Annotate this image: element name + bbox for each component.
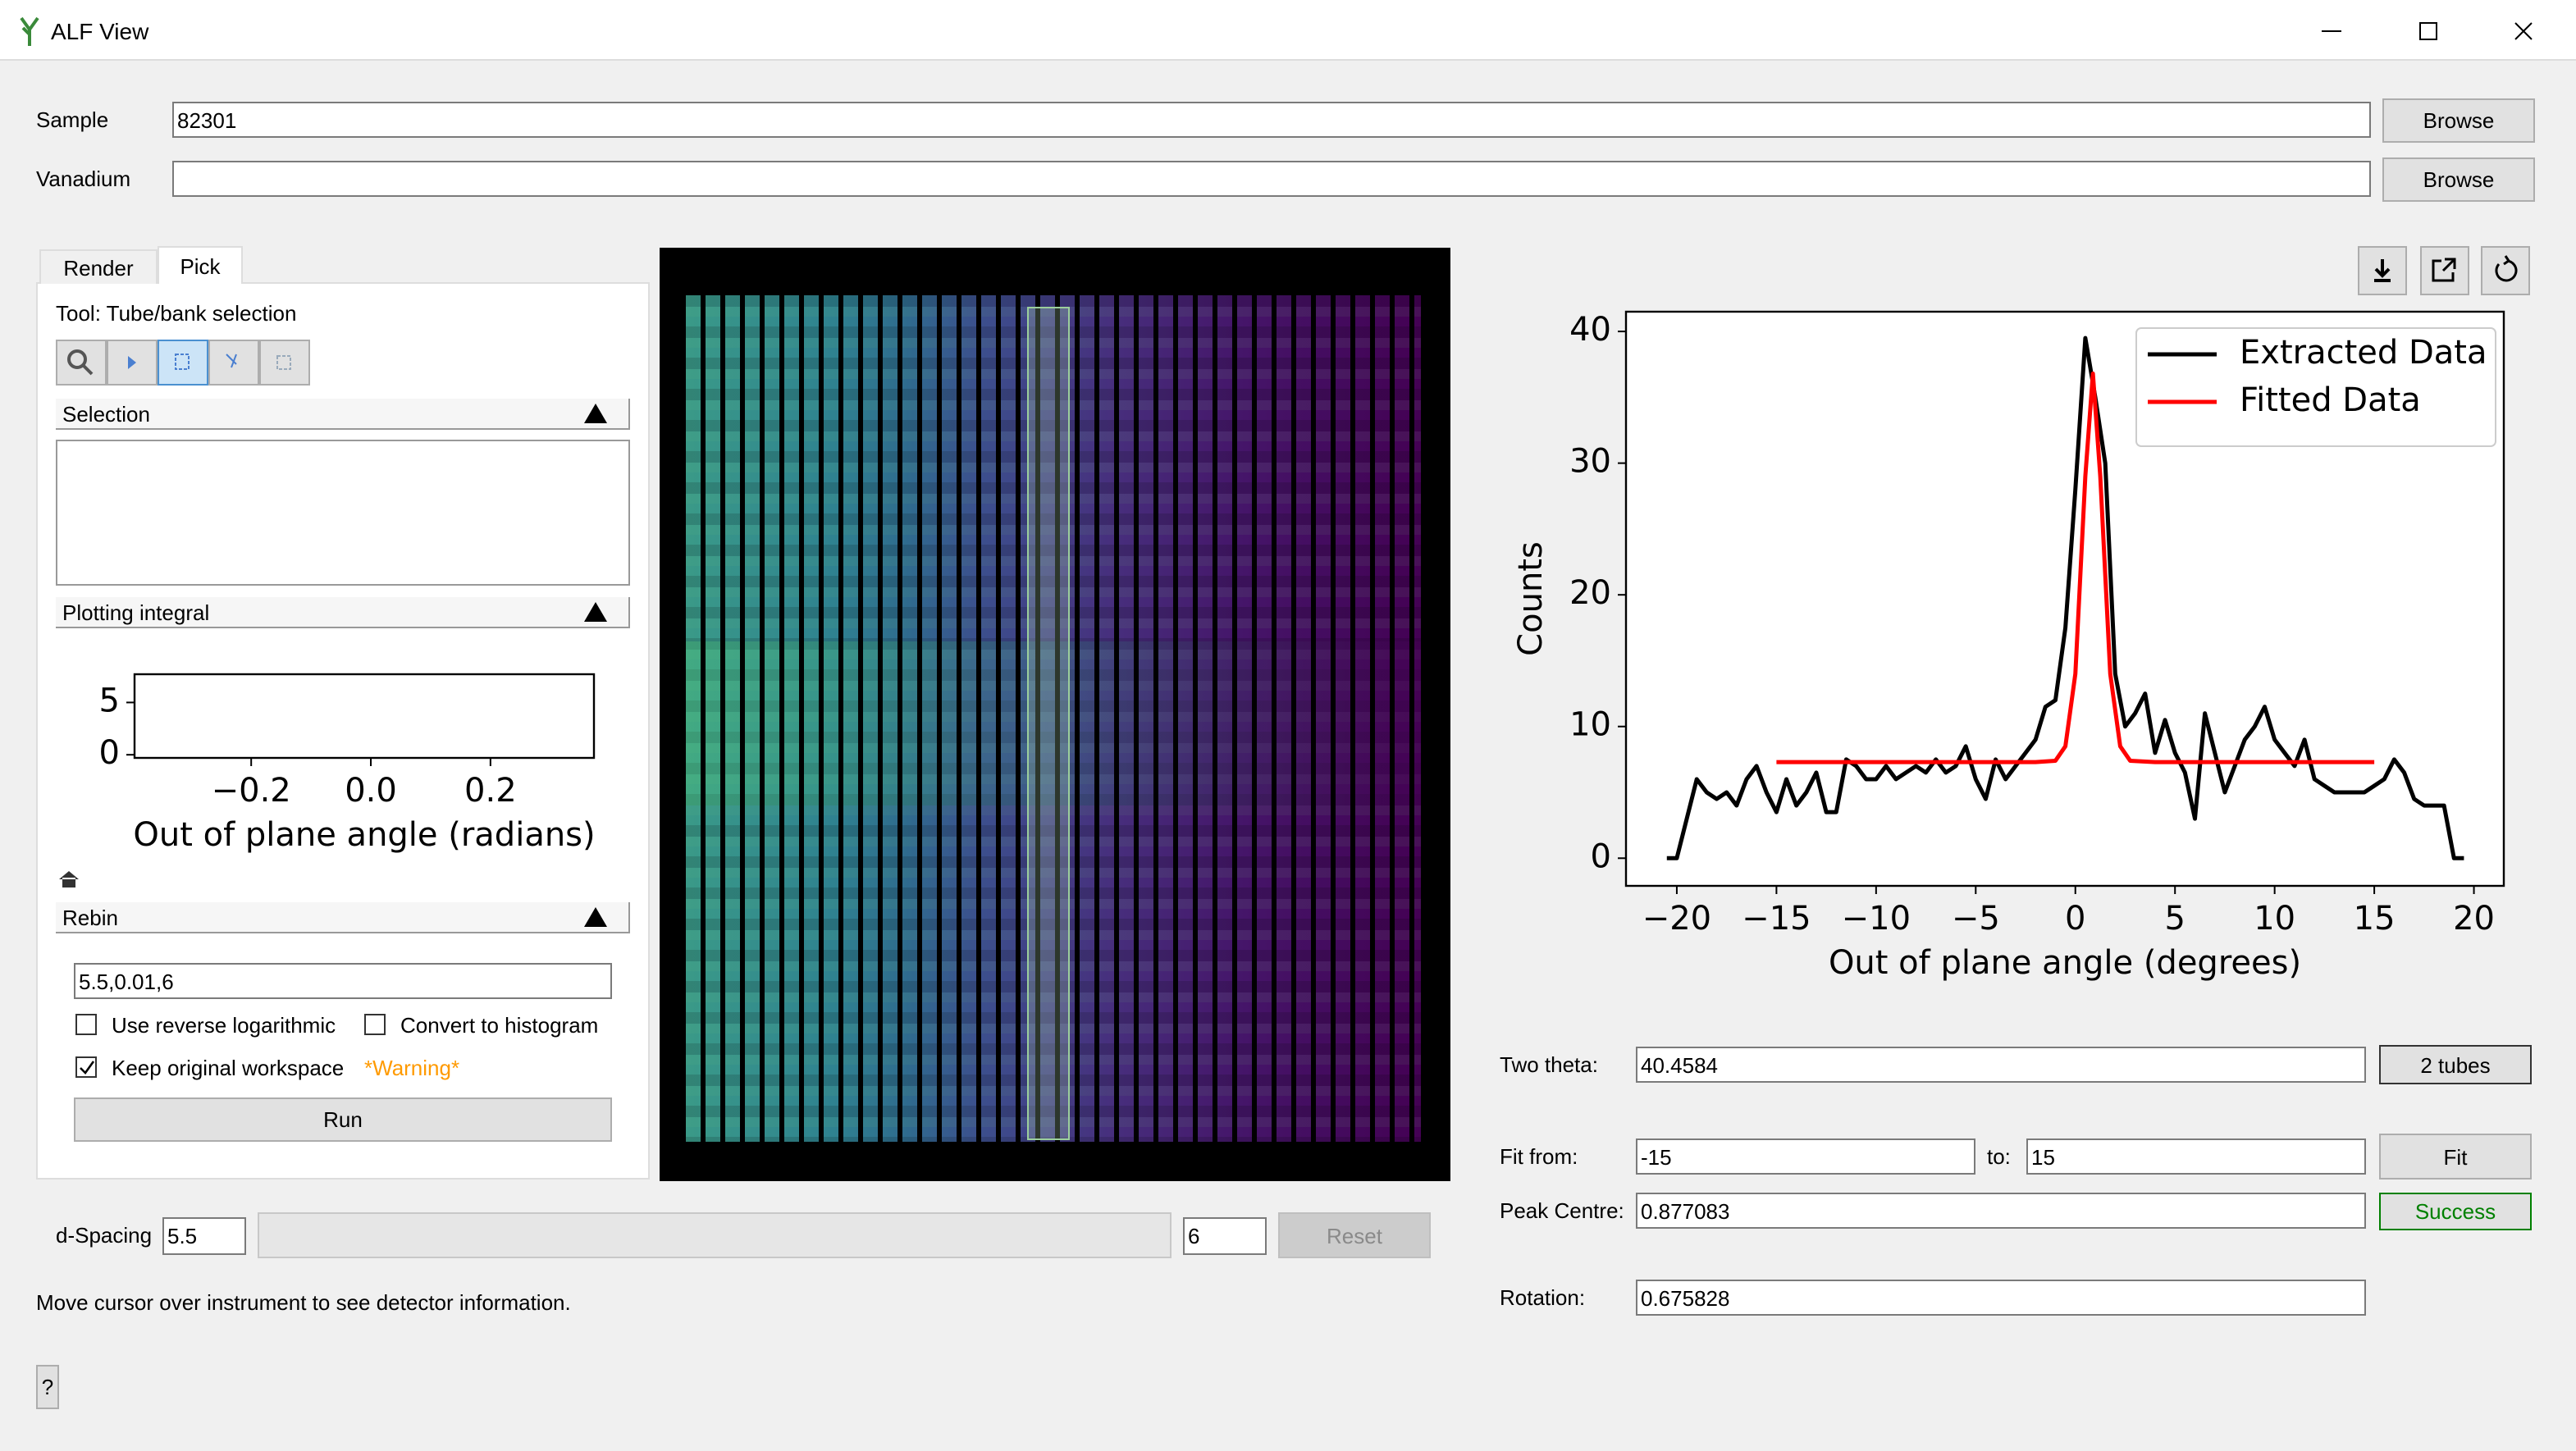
peak-centre-input[interactable]: 0.877083 [1636, 1193, 2366, 1229]
rotation-input[interactable]: 0.675828 [1636, 1280, 2366, 1316]
section-header[interactable]: Plotting integral [56, 597, 630, 628]
sample-input[interactable]: 82301 [172, 102, 2371, 138]
peak-centre-label: Peak Centre: [1500, 1198, 1624, 1223]
app-icon [20, 16, 39, 46]
browse-button[interactable]: Browse [2382, 157, 2535, 202]
reset-button[interactable]: Reset [1278, 1212, 1431, 1258]
fit-from-label: Fit from: [1500, 1144, 1578, 1169]
rotation-label: Rotation: [1500, 1285, 1586, 1310]
rebin-input[interactable]: 5.5,0.01,6 [74, 963, 612, 999]
selection-box [56, 440, 630, 586]
checkbox-label: Convert to histogram [400, 1013, 599, 1038]
checkbox[interactable] [364, 1014, 386, 1035]
collapse-icon[interactable] [582, 600, 609, 623]
window-title: ALF View [51, 18, 149, 44]
two-theta-input[interactable]: 40.4584 [1636, 1047, 2366, 1083]
sample-label: Sample [36, 107, 109, 132]
dspacing-label: d-Spacing [56, 1223, 153, 1248]
tube-gaps [686, 289, 1424, 1148]
status-text: Move cursor over instrument to see detec… [36, 1290, 571, 1315]
checkbox-label: Keep original workspace [112, 1056, 345, 1080]
dspacing-min[interactable]: 5.5 [162, 1217, 246, 1255]
plot-area [1477, 302, 2543, 991]
help-button[interactable]: ? [36, 1365, 59, 1409]
tool-buttons[interactable] [56, 340, 313, 386]
plot-toolbar[interactable] [2358, 246, 2532, 295]
dspacing-max[interactable]: 6 [1183, 1217, 1267, 1255]
fit-from-input[interactable]: -15 [1636, 1138, 1975, 1175]
fit-status: Success [2379, 1193, 2532, 1230]
browse-button[interactable]: Browse [2382, 98, 2535, 143]
tool-label: Tool: Tube/bank selection [56, 301, 297, 326]
warning: *Warning* [364, 1056, 460, 1080]
collapse-icon[interactable] [582, 906, 609, 929]
checkbox-checked[interactable] [75, 1056, 98, 1079]
window-controls[interactable] [2313, 16, 2543, 46]
two-theta-label: Two theta: [1500, 1052, 1598, 1077]
title-bar [0, 0, 2576, 61]
instrument-view[interactable] [660, 248, 1450, 1181]
slider[interactable] [258, 1212, 1172, 1258]
vanadium-label: Vanadium [36, 167, 131, 191]
collapse-icon[interactable] [582, 402, 609, 425]
selected-tubes [1027, 307, 1070, 1140]
vanadium-input[interactable] [172, 161, 2371, 197]
fit-button[interactable]: Fit [2379, 1134, 2532, 1180]
run-button[interactable]: Run [74, 1097, 612, 1142]
tubes-button[interactable]: 2 tubes [2379, 1045, 2532, 1084]
checkbox[interactable] [75, 1014, 97, 1035]
section-header[interactable]: Rebin [56, 902, 630, 933]
section-header[interactable]: Selection [56, 399, 630, 430]
tab[interactable]: Render [39, 249, 158, 284]
fit-to-input[interactable]: 15 [2026, 1138, 2366, 1175]
home-icon[interactable] [57, 869, 80, 889]
tab-selected[interactable]: Pick [158, 246, 243, 284]
checkbox-label: Use reverse logarithmic [112, 1013, 336, 1038]
to-label: to: [1987, 1144, 2011, 1169]
